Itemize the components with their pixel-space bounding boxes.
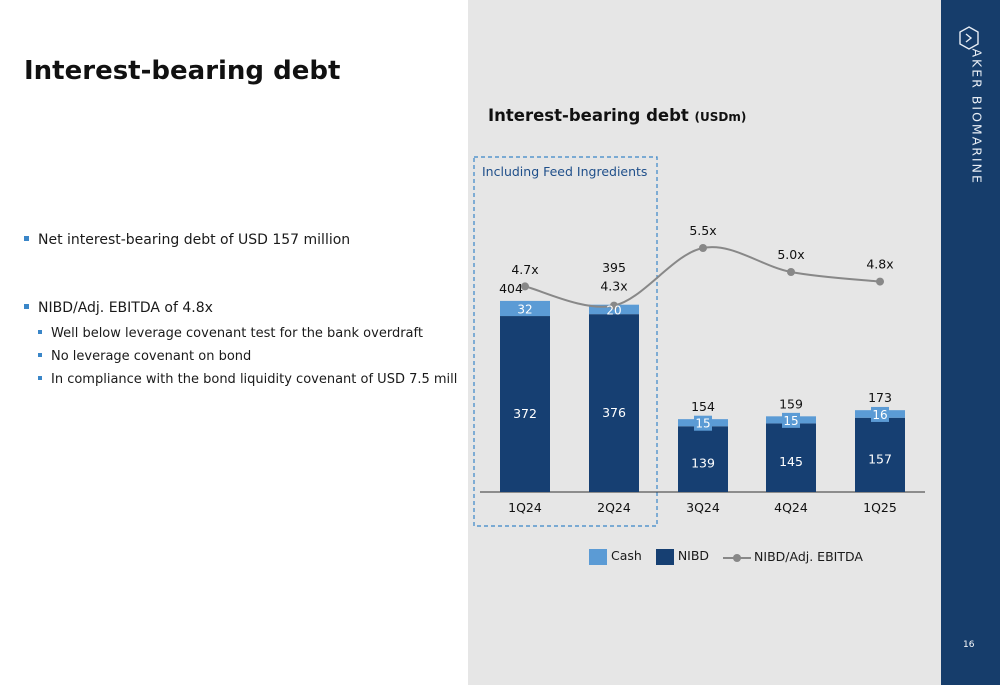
labels-group: 372 32 404 1Q24 376 20 395 2Q24 139 15 154 3Q24 145 1… xyxy=(499,223,897,515)
label-nibd: 157 xyxy=(868,452,892,467)
label-total: 404 xyxy=(499,281,523,296)
bar-nibd xyxy=(855,417,905,492)
ratio-label: 5.5x xyxy=(689,223,716,238)
label-cash: 20 xyxy=(606,303,621,317)
ratio-line-group xyxy=(521,244,884,310)
sub-bullet-2: No leverage covenant on bond xyxy=(38,349,251,364)
sub-bullet-1-text: Well below leverage covenant test for th… xyxy=(51,326,423,341)
aker-logo-icon xyxy=(959,26,979,50)
chart-title: Interest-bearing debt (USDm) xyxy=(488,106,746,125)
bar-nibd xyxy=(500,316,550,492)
ratio-label: 4.7x xyxy=(511,262,538,277)
x-tick-label: 4Q24 xyxy=(774,500,808,515)
label-nibd: 145 xyxy=(779,454,803,469)
legend-label-cash: Cash xyxy=(611,548,642,564)
label-cash-bg xyxy=(871,406,889,422)
brand-name-text: AKER BIOMARINE xyxy=(969,48,985,185)
bar-cash xyxy=(500,300,550,317)
label-nibd: 376 xyxy=(602,405,626,420)
bullet-2: NIBD/Adj. EBITDA of 4.8x xyxy=(24,300,213,316)
bullet-square-icon xyxy=(38,352,42,357)
bullet-1: Net interest-bearing debt of USD 157 mil… xyxy=(24,232,350,248)
bullet-square-icon xyxy=(38,329,42,334)
sub-bullet-2-text: No leverage covenant on bond xyxy=(51,349,252,364)
label-cash: 15 xyxy=(695,417,710,431)
ratio-label: 4.8x xyxy=(866,257,893,272)
ratio-point xyxy=(521,282,529,291)
bullet-square-icon xyxy=(24,303,29,309)
x-tick-label: 3Q24 xyxy=(686,500,720,515)
legend-label-ratio: NIBD/Adj. EBITDA xyxy=(754,549,863,564)
bar-nibd xyxy=(678,426,728,492)
bar-nibd xyxy=(589,314,639,492)
legend-item-cash: Cash xyxy=(589,548,642,565)
label-total: 395 xyxy=(602,260,626,275)
legend-swatch-cash xyxy=(589,548,607,565)
slide-title: Interest-bearing debt xyxy=(24,56,341,86)
legend-line-icon xyxy=(723,553,752,562)
label-cash: 16 xyxy=(872,408,887,422)
brand-sidebar xyxy=(941,0,1000,685)
bullet-square-icon xyxy=(24,235,29,241)
legend-item-ratio: NIBD/Adj. EBITDA xyxy=(723,549,863,564)
label-total: 159 xyxy=(779,396,803,411)
bullet-square-icon xyxy=(38,375,42,380)
chart-title-text: Interest-bearing debt xyxy=(488,106,689,125)
bullet-1-text: Net interest-bearing debt of USD 157 mil… xyxy=(38,232,351,248)
page-number: 16 xyxy=(963,640,975,650)
label-nibd: 139 xyxy=(691,455,715,470)
highlight-group: Including Feed Ingredients xyxy=(473,156,658,527)
label-cash: 15 xyxy=(783,414,798,428)
chart-unit: (USDm) xyxy=(694,110,747,124)
label-total: 154 xyxy=(691,399,715,414)
sub-bullet-3: In compliance with the bond liquidity co… xyxy=(38,372,457,387)
debt-chart: Including Feed Ingredients 372324041Q243… xyxy=(473,156,925,527)
label-cash: 32 xyxy=(517,302,532,316)
ratio-point xyxy=(699,244,707,252)
legend-swatch-nibd xyxy=(655,548,674,565)
chart-legend: Cash NIBD NIBD/Adj. EBITDA xyxy=(589,548,873,566)
bullet-2-text: NIBD/Adj. EBITDA of 4.8x xyxy=(38,300,213,316)
x-tick-label: 1Q25 xyxy=(863,500,897,515)
highlight-label: Including Feed Ingredients xyxy=(482,164,647,179)
label-cash-bg xyxy=(694,415,712,431)
label-total: 173 xyxy=(868,390,892,405)
legend-item-nibd: NIBD xyxy=(655,548,710,565)
brand-name: AKER BIOMARINE xyxy=(966,48,986,200)
sub-bullet-1: Well below leverage covenant test for th… xyxy=(38,326,423,341)
ratio-point xyxy=(787,268,795,276)
highlight-box xyxy=(473,156,658,527)
label-cash-bg xyxy=(782,412,800,428)
x-tick-label: 1Q24 xyxy=(508,500,542,515)
ratio-label: 5.0x xyxy=(777,247,804,262)
x-tick-label: 2Q24 xyxy=(597,500,631,515)
ratio-line xyxy=(524,246,881,308)
left-panel xyxy=(0,0,468,685)
ratio-point xyxy=(610,301,618,310)
ratio-label: 4.3x xyxy=(600,279,627,294)
legend-label-nibd: NIBD xyxy=(677,548,710,564)
ratio-point xyxy=(876,277,884,286)
label-nibd: 372 xyxy=(513,406,537,421)
sub-bullet-3-text: In compliance with the bond liquidity co… xyxy=(51,372,458,387)
bar-nibd xyxy=(766,423,816,492)
